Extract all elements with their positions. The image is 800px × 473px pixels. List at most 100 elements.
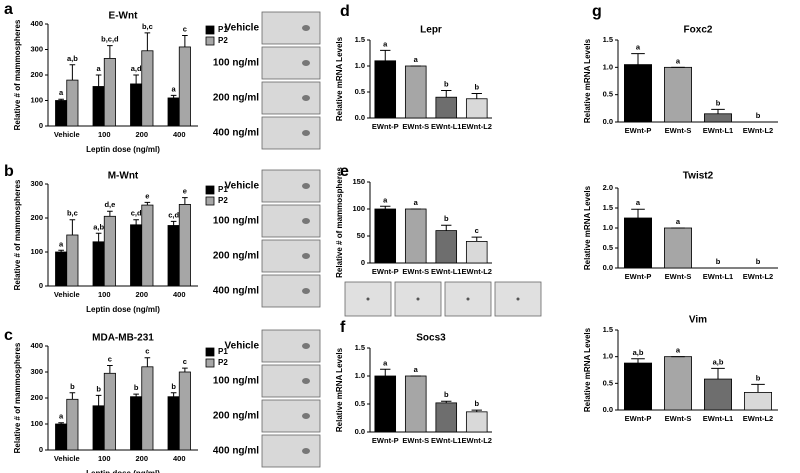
significance-letter: a bbox=[636, 43, 641, 52]
sphere bbox=[302, 130, 310, 136]
bar bbox=[465, 240, 488, 264]
x-tick-label: EWnt-L1 bbox=[703, 126, 733, 135]
y-tick-label: 0.0 bbox=[355, 427, 365, 436]
y-tick-label: 1.5 bbox=[355, 35, 365, 44]
x-tick-label: 200 bbox=[135, 290, 148, 299]
bar bbox=[141, 50, 154, 127]
significance-letter: b bbox=[716, 98, 721, 107]
legend-label: P1 bbox=[218, 185, 228, 194]
chart-title: Socs3 bbox=[416, 333, 446, 344]
significance-letter: a,b bbox=[713, 357, 724, 366]
error-bar bbox=[133, 219, 139, 225]
y-axis-label: Relative mRNA Levels bbox=[335, 347, 344, 432]
panel-label: f bbox=[340, 319, 346, 336]
bar bbox=[465, 98, 488, 119]
legend-label: P2 bbox=[218, 358, 228, 367]
y-tick-label: 0.5 bbox=[603, 378, 613, 387]
micrograph bbox=[261, 239, 321, 273]
y-tick-label: 0.0 bbox=[355, 113, 365, 122]
y-tick-label: 1.0 bbox=[603, 352, 613, 361]
significance-letter: c bbox=[108, 354, 112, 363]
image-label: 400 ng/ml bbox=[213, 286, 259, 297]
error-bar bbox=[182, 197, 188, 205]
legend-swatch bbox=[205, 185, 215, 195]
error-bar bbox=[471, 409, 482, 412]
significance-letter: d,e bbox=[104, 200, 115, 209]
bar bbox=[55, 251, 68, 287]
significance-letter: a bbox=[172, 84, 177, 93]
significance-letter: a bbox=[59, 412, 64, 421]
micrograph bbox=[261, 46, 321, 80]
x-tick-label: EWnt-L2 bbox=[743, 272, 773, 281]
image-label: 100 ng/ml bbox=[213, 216, 259, 227]
bar bbox=[92, 241, 105, 287]
micrograph bbox=[261, 274, 321, 308]
x-tick-label: EWnt-S bbox=[665, 414, 692, 423]
chart-title: Twist2 bbox=[683, 171, 714, 182]
image-label: 200 ng/ml bbox=[213, 251, 259, 262]
bar bbox=[167, 97, 180, 127]
bar bbox=[103, 372, 116, 451]
image-label: 100 ng/ml bbox=[213, 58, 259, 69]
significance-letter: a bbox=[414, 365, 419, 374]
y-tick-label: 0 bbox=[361, 258, 365, 267]
x-tick-label: EWnt-L1 bbox=[703, 414, 733, 423]
y-axis-label: Relative # of mammospheres bbox=[13, 342, 22, 453]
image-label: Vehicle bbox=[225, 23, 260, 34]
y-tick-label: 400 bbox=[30, 19, 43, 28]
significance-letter: a bbox=[97, 64, 102, 73]
bar bbox=[704, 378, 733, 411]
bar bbox=[624, 362, 653, 411]
image-label: Vehicle bbox=[225, 341, 260, 352]
bar bbox=[167, 396, 180, 451]
sphere bbox=[302, 95, 310, 101]
bar bbox=[66, 234, 79, 287]
sphere bbox=[302, 288, 310, 294]
error-bar bbox=[751, 383, 765, 393]
y-tick-label: 200 bbox=[30, 213, 43, 222]
error-bar bbox=[170, 392, 177, 397]
chart-title: M-Wnt bbox=[108, 171, 139, 182]
error-bar bbox=[107, 365, 113, 374]
bar bbox=[66, 398, 79, 451]
micrograph bbox=[261, 169, 321, 203]
bar bbox=[141, 366, 154, 451]
sphere bbox=[302, 448, 310, 454]
y-axis-label: Relative # of mammospheres bbox=[13, 19, 22, 130]
error-bar bbox=[441, 400, 452, 403]
significance-letter: b bbox=[444, 390, 449, 399]
significance-letter: a bbox=[383, 39, 388, 48]
significance-letter: a bbox=[676, 56, 681, 65]
y-tick-label: 0.0 bbox=[603, 117, 613, 126]
bar bbox=[624, 217, 653, 269]
bar bbox=[374, 60, 397, 119]
y-tick-label: 100 bbox=[30, 95, 43, 104]
y-axis-label: Relative mRNA Levels bbox=[335, 36, 344, 121]
y-tick-label: 400 bbox=[30, 341, 43, 350]
bar bbox=[404, 65, 427, 119]
significance-letter: b bbox=[756, 373, 761, 382]
sphere bbox=[302, 218, 310, 224]
y-tick-label: 1.0 bbox=[355, 61, 365, 70]
x-tick-label: EWnt-S bbox=[402, 267, 429, 276]
bar bbox=[55, 423, 68, 451]
significance-letter: b,c bbox=[142, 22, 153, 31]
bar bbox=[178, 203, 191, 287]
error-bar bbox=[58, 422, 64, 424]
panel-label: g bbox=[592, 3, 602, 20]
error-bar bbox=[107, 45, 113, 59]
x-tick-label: 200 bbox=[135, 454, 148, 463]
bar bbox=[624, 64, 653, 123]
x-tick-label: 400 bbox=[173, 454, 186, 463]
error-bar bbox=[69, 392, 76, 400]
image-label: Vehicle bbox=[225, 181, 260, 192]
x-tick-label: EWnt-L2 bbox=[743, 126, 773, 135]
image-label: 200 ng/ml bbox=[213, 93, 259, 104]
x-tick-label: EWnt-P bbox=[372, 267, 399, 276]
significance-letter: a bbox=[676, 346, 681, 355]
legend-label: P2 bbox=[218, 196, 228, 205]
legend-swatch bbox=[205, 25, 215, 35]
y-tick-label: 300 bbox=[30, 179, 43, 188]
y-tick-label: 150 bbox=[352, 177, 365, 186]
